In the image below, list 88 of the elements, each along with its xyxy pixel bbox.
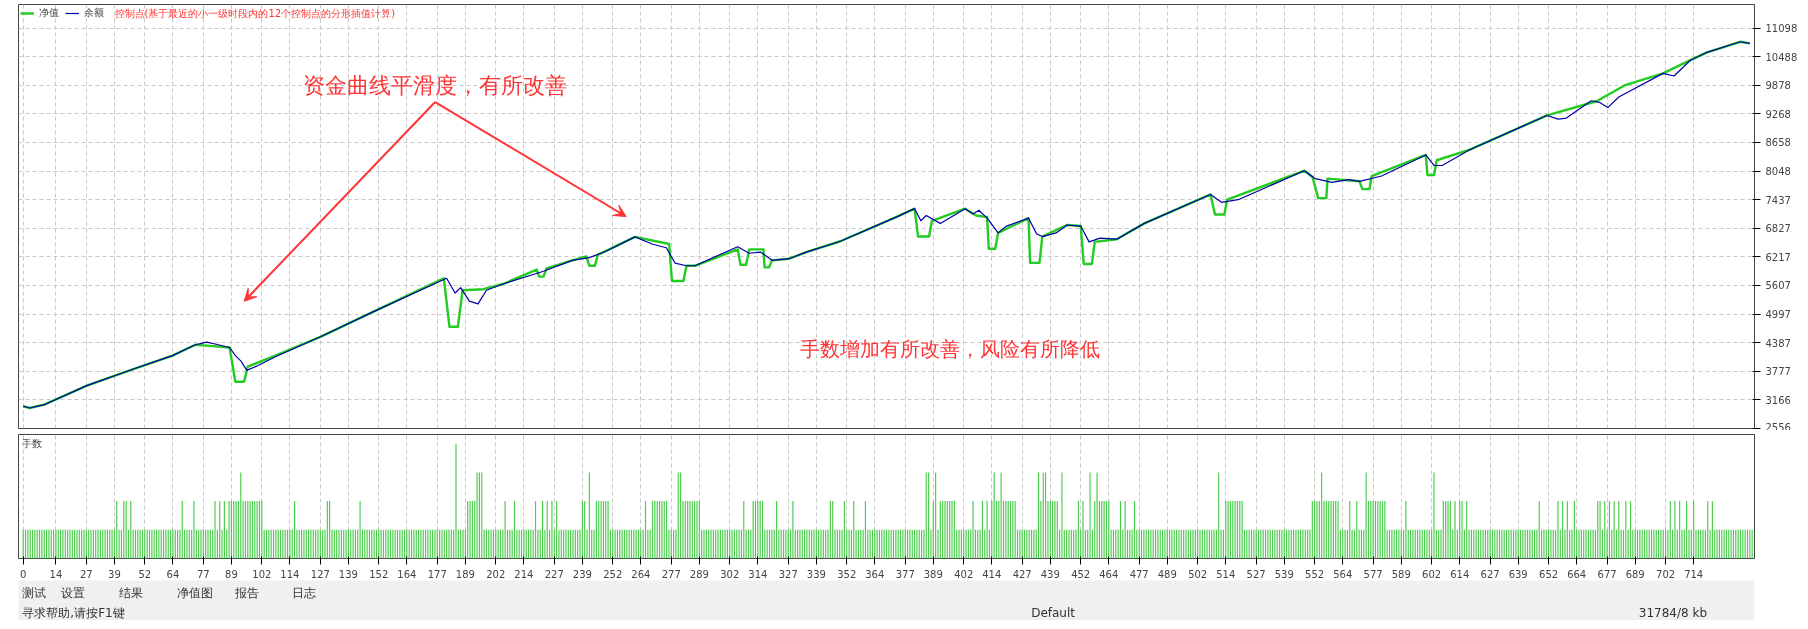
x-tick-label: 377 — [895, 568, 915, 580]
x-tick-label: 164 — [397, 568, 417, 580]
x-tick-label: 177 — [427, 568, 447, 580]
x-tick-label: 577 — [1363, 568, 1383, 580]
x-tick-label: 114 — [280, 568, 300, 580]
x-tick-label: 514 — [1216, 568, 1236, 580]
x-tick-label: 639 — [1508, 568, 1528, 580]
x-tick-label: 489 — [1157, 568, 1177, 580]
x-tick-label: 39 — [108, 568, 121, 580]
x-tick-label: 227 — [544, 568, 564, 580]
y-tick-label: 2556 — [1765, 421, 1791, 433]
x-tick-label: 452 — [1071, 568, 1091, 580]
annotation: 资金曲线平滑度，有所改善 — [303, 72, 568, 98]
x-tick-label: 239 — [572, 568, 592, 580]
y-tick-label: 6827 — [1765, 223, 1791, 235]
y-tick-label: 7437 — [1765, 194, 1791, 206]
x-tick-label: 0 — [20, 568, 27, 580]
x-tick-label: 527 — [1246, 568, 1266, 580]
text: 结果 — [118, 585, 143, 600]
y-tick-label: 3777 — [1765, 366, 1791, 378]
y-tick-label: 4997 — [1765, 309, 1791, 321]
x-tick-label: 277 — [661, 568, 681, 580]
x-tick-label: 352 — [837, 568, 857, 580]
x-tick-label: 214 — [514, 568, 534, 580]
y-tick-label: 3166 — [1765, 394, 1791, 406]
x-tick-label: 477 — [1129, 568, 1149, 580]
y-tick-label: 9878 — [1765, 80, 1791, 92]
x-tick-label: 402 — [954, 568, 974, 580]
text: 净值图 — [176, 585, 213, 600]
x-tick-label: 552 — [1305, 568, 1325, 580]
text: 报告 — [233, 585, 259, 600]
x-tick-label: 64 — [166, 568, 180, 580]
y-tick-label: 11098 — [1765, 23, 1798, 35]
text: 寻求帮助,请按F1键 — [22, 605, 125, 620]
x-tick-label: 127 — [310, 568, 330, 580]
x-tick-label: 202 — [486, 568, 506, 580]
y-tick-label: 10488 — [1765, 51, 1798, 63]
x-tick-label: 252 — [603, 568, 623, 580]
x-tick-label: 564 — [1333, 568, 1353, 580]
x-tick-label: 102 — [252, 568, 272, 580]
text: 设置 — [60, 585, 85, 600]
y-tick-label: 9268 — [1765, 108, 1791, 120]
y-tick-label: 4387 — [1765, 337, 1791, 349]
x-tick-label: 677 — [1597, 568, 1617, 580]
text: 日志 — [292, 585, 317, 600]
x-tick-label: 664 — [1567, 568, 1587, 580]
x-tick-label: 264 — [631, 568, 651, 580]
text: 测试 — [22, 585, 47, 600]
annotation: 控制点(基于最近的小一级时段内的12个控制点的分形插值计算) — [114, 7, 396, 19]
x-tick-label: 152 — [369, 568, 389, 580]
y-tick-label: 5607 — [1765, 280, 1791, 292]
x-tick-label: 339 — [806, 568, 826, 580]
x-tick-label: 627 — [1480, 568, 1500, 580]
x-tick-label: 464 — [1099, 568, 1119, 580]
x-tick-label: 77 — [196, 568, 210, 580]
x-tick-label: 14 — [49, 568, 63, 580]
y-tick-label: 8658 — [1765, 137, 1791, 149]
x-tick-label: 427 — [1012, 568, 1032, 580]
y-tick-label: 6217 — [1765, 251, 1791, 263]
legend-label: 净值 — [39, 6, 59, 20]
x-tick-label: 52 — [138, 568, 152, 580]
x-tick-label: 314 — [748, 568, 768, 580]
x-tick-label: 389 — [923, 568, 943, 580]
x-tick-label: 89 — [225, 568, 238, 580]
text: Default — [1031, 605, 1076, 620]
x-tick-label: 614 — [1450, 568, 1470, 580]
x-tick-label: 302 — [720, 568, 740, 580]
chart-title: 手数 — [21, 437, 42, 449]
x-tick-label: 439 — [1040, 568, 1060, 580]
x-tick-label: 714 — [1684, 568, 1704, 580]
x-tick-label: 364 — [865, 568, 885, 580]
legend-label: 余额 — [84, 6, 104, 20]
x-tick-label: 539 — [1274, 568, 1294, 580]
y-tick-label: 8048 — [1765, 166, 1791, 178]
text: 31784/8 kb — [1638, 605, 1707, 620]
x-tick-label: 289 — [689, 568, 709, 580]
x-tick-label: 189 — [455, 568, 475, 580]
x-tick-label: 502 — [1188, 568, 1208, 580]
x-tick-label: 327 — [778, 568, 798, 580]
x-tick-label: 589 — [1391, 568, 1411, 580]
x-tick-label: 414 — [982, 568, 1002, 580]
x-tick-label: 602 — [1422, 568, 1442, 580]
x-tick-label: 702 — [1656, 568, 1676, 580]
x-tick-label: 139 — [338, 568, 358, 580]
x-tick-label: 27 — [79, 568, 93, 580]
annotation: 手数增加有所改善，风险有所降低 — [799, 336, 1100, 361]
x-tick-label: 652 — [1539, 568, 1559, 580]
x-tick-label: 689 — [1625, 568, 1645, 580]
